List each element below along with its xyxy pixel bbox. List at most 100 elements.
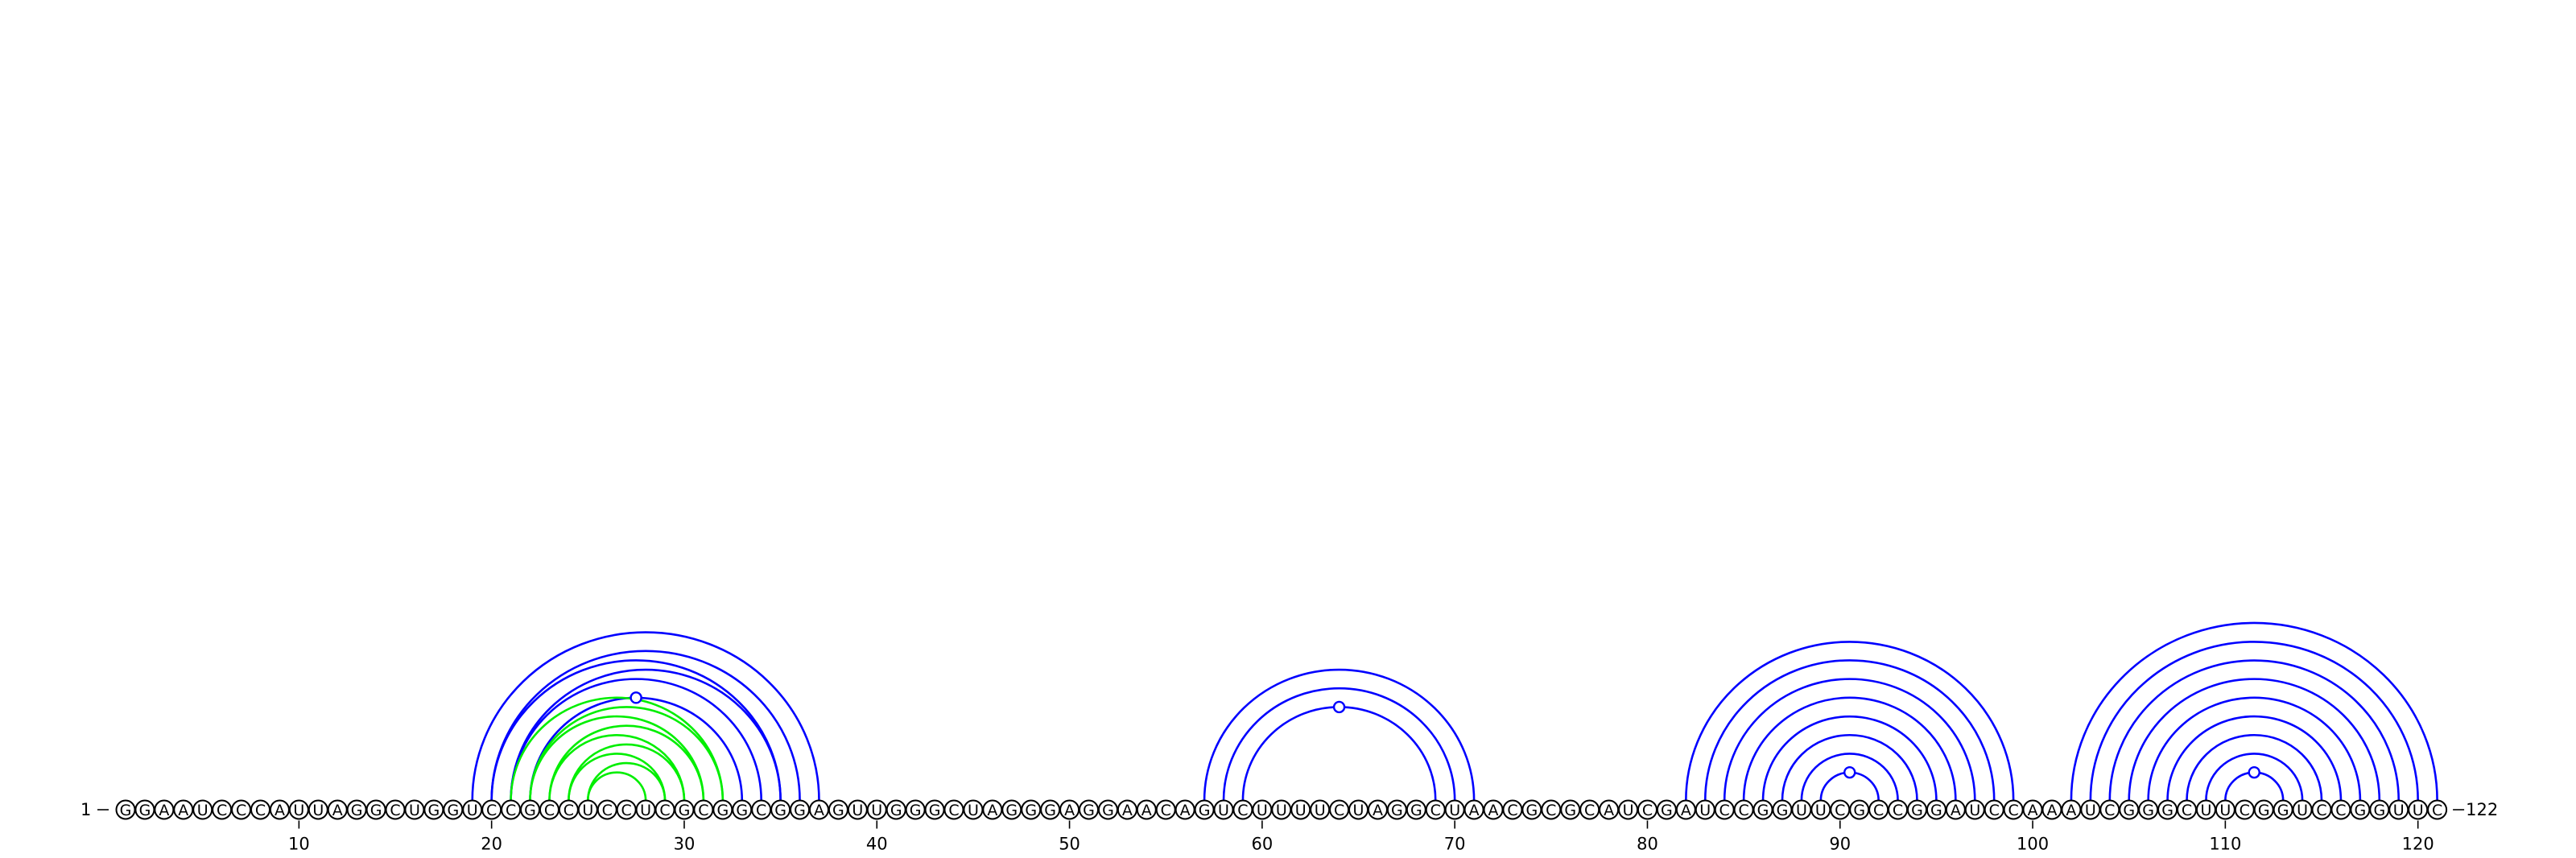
nucleotide: U bbox=[1252, 799, 1273, 820]
nucleotide-letter: U bbox=[467, 802, 478, 819]
blue-arc-88-93 bbox=[1800, 753, 1899, 801]
nucleotide-letter: G bbox=[1199, 802, 1211, 819]
green-arc-23-31 bbox=[548, 724, 705, 801]
nucleotide-letter: C bbox=[2240, 802, 2250, 819]
blue-arc-109-114 bbox=[2205, 753, 2304, 801]
nucleotide-letter: C bbox=[1161, 802, 1171, 819]
nucleotide: U bbox=[1290, 799, 1311, 820]
nucleotide: A bbox=[1367, 799, 1388, 820]
nucleotide: C bbox=[1830, 799, 1851, 820]
nucleotide-letter: G bbox=[2258, 802, 2270, 819]
nucleotide: U bbox=[1444, 799, 1465, 820]
nucleotide-letter: U bbox=[582, 802, 593, 819]
nucleotide-letter: U bbox=[1969, 802, 1980, 819]
nucleotide-letter: G bbox=[890, 802, 902, 819]
nucleotide: U bbox=[847, 799, 868, 820]
nucleotide-letter: G bbox=[2142, 802, 2154, 819]
nucleotide: G bbox=[520, 799, 541, 820]
nucleotide-letter: C bbox=[2008, 802, 2018, 819]
tick-label: 100 bbox=[2017, 835, 2049, 854]
nucleotide-letter: U bbox=[1218, 802, 1229, 819]
nucleotide: C bbox=[231, 799, 252, 820]
tick-label: 60 bbox=[1252, 835, 1274, 854]
nucleotide-letter: U bbox=[312, 802, 324, 819]
nucleotide-letter: A bbox=[1488, 802, 1499, 819]
nucleotide: G bbox=[924, 799, 945, 820]
blue-arc-102-121 bbox=[2070, 621, 2438, 801]
nucleotide: U bbox=[288, 799, 309, 820]
tick-label: 110 bbox=[2209, 835, 2241, 854]
nucleotide: C bbox=[1714, 799, 1735, 820]
nucleotide: G bbox=[1021, 799, 1042, 820]
nucleotide-letter: U bbox=[197, 802, 208, 819]
nucleotide-letter: G bbox=[1044, 802, 1056, 819]
nucleotide: G bbox=[423, 799, 444, 820]
nucleotide: G bbox=[1097, 799, 1118, 820]
nucleotide-letter: A bbox=[1064, 802, 1075, 819]
nucleotide: A bbox=[982, 799, 1003, 820]
nucleotide: C bbox=[751, 799, 772, 820]
nucleotide-letter: A bbox=[2047, 802, 2058, 819]
nucleotide: U bbox=[1213, 799, 1234, 820]
blue-arc-59-69 bbox=[1241, 706, 1437, 801]
nucleotide-letter: C bbox=[602, 802, 613, 819]
loop-marker-1 bbox=[630, 691, 642, 704]
nucleotide-letter: G bbox=[139, 802, 151, 819]
nucleotide: G bbox=[1906, 799, 1927, 820]
arcs-layer bbox=[471, 621, 2438, 801]
nucleotide: G bbox=[2273, 799, 2293, 820]
nucleotide-letter: G bbox=[2373, 802, 2385, 819]
nucleotide: A bbox=[2022, 799, 2043, 820]
nucleotide: C bbox=[597, 799, 617, 820]
nucleotide: U bbox=[1791, 799, 1812, 820]
nucleotide-letter: A bbox=[2066, 802, 2076, 819]
nucleotide-letter: A bbox=[1122, 802, 1133, 819]
tick-label: 50 bbox=[1059, 835, 1080, 854]
nucleotide-letter: U bbox=[1353, 802, 1364, 819]
nucleotide: G bbox=[886, 799, 906, 820]
nucleotide: G bbox=[346, 799, 367, 820]
nucleotide: C bbox=[943, 799, 964, 820]
nucleotide: G bbox=[674, 799, 695, 820]
nucleotide: G bbox=[1926, 799, 1946, 820]
nucleotide: C bbox=[1155, 799, 1176, 820]
blue-arc-82-99 bbox=[1685, 640, 2015, 801]
blue-arc-21-34 bbox=[510, 678, 762, 801]
blue-arc-83-98 bbox=[1703, 659, 1996, 801]
nucleotide: C bbox=[212, 799, 233, 820]
nucleotide-letter: C bbox=[1507, 802, 1517, 819]
nucleotide-letter: G bbox=[736, 802, 748, 819]
nucleotide: U bbox=[2215, 799, 2235, 820]
nucleotide-letter: G bbox=[1025, 802, 1037, 819]
nucleotide-letter: A bbox=[1469, 802, 1480, 819]
nucleotide: C bbox=[250, 799, 271, 820]
nucleotide-letter: G bbox=[1777, 802, 1789, 819]
nucleotide: A bbox=[1599, 799, 1620, 820]
blue-arc-86-95 bbox=[1761, 715, 1938, 801]
tick-label: 120 bbox=[2402, 835, 2434, 854]
nucleotide-letter: C bbox=[390, 802, 400, 819]
nucleotide-letter: C bbox=[948, 802, 959, 819]
nucleotide-letter: U bbox=[2219, 802, 2231, 819]
nucleotide-letter: C bbox=[486, 802, 497, 819]
nucleotide-letter: U bbox=[1796, 802, 1807, 819]
nucleotide-letter: G bbox=[1005, 802, 1018, 819]
nucleotide-letter: C bbox=[698, 802, 708, 819]
nucleotide-letter: G bbox=[2355, 802, 2367, 819]
nucleotide: C bbox=[2003, 799, 2024, 820]
nucleotide-letter: A bbox=[1180, 802, 1191, 819]
blue-arc-87-94 bbox=[1781, 734, 1918, 801]
nucleotide-letter: U bbox=[1699, 802, 1711, 819]
nucleotide: G bbox=[1194, 799, 1215, 820]
nucleotide-letter: G bbox=[524, 802, 536, 819]
nucleotide-letter: C bbox=[1334, 802, 1344, 819]
loop-marker-2 bbox=[1332, 700, 1346, 714]
nucleotide: C bbox=[1733, 799, 1754, 820]
nucleotide-letter: G bbox=[1526, 802, 1538, 819]
tick-label: 70 bbox=[1444, 835, 1466, 854]
nucleotide-letter: C bbox=[2432, 802, 2442, 819]
nucleotide-letter: C bbox=[255, 802, 266, 819]
nucleotide: G bbox=[770, 799, 791, 820]
tick-label: 40 bbox=[866, 835, 888, 854]
